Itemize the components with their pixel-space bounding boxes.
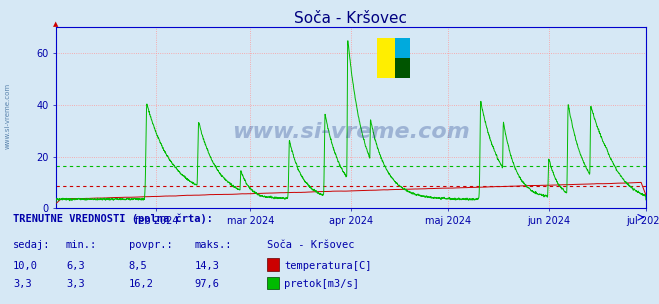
Bar [378,38,395,78]
Text: www.si-vreme.com: www.si-vreme.com [232,122,470,142]
Text: 97,6: 97,6 [194,279,219,289]
Text: 6,3: 6,3 [66,261,84,271]
Text: ▲: ▲ [53,21,59,27]
Text: 3,3: 3,3 [13,279,32,289]
Text: temperatura[C]: temperatura[C] [284,261,372,271]
Text: maks.:: maks.: [194,240,232,250]
Text: Soča - Kršovec: Soča - Kršovec [267,240,355,250]
Text: TRENUTNE VREDNOSTI (polna črta):: TRENUTNE VREDNOSTI (polna črta): [13,213,213,224]
Text: 14,3: 14,3 [194,261,219,271]
Text: min.:: min.: [66,240,97,250]
Text: pretok[m3/s]: pretok[m3/s] [284,279,359,289]
Text: povpr.:: povpr.: [129,240,172,250]
Bar [395,38,410,58]
Text: 8,5: 8,5 [129,261,147,271]
Text: 3,3: 3,3 [66,279,84,289]
Text: sedaj:: sedaj: [13,240,51,250]
Title: Soča - Kršovec: Soča - Kršovec [295,11,407,26]
Text: 10,0: 10,0 [13,261,38,271]
Text: www.si-vreme.com: www.si-vreme.com [5,82,11,149]
Text: 16,2: 16,2 [129,279,154,289]
Bar [395,58,410,78]
